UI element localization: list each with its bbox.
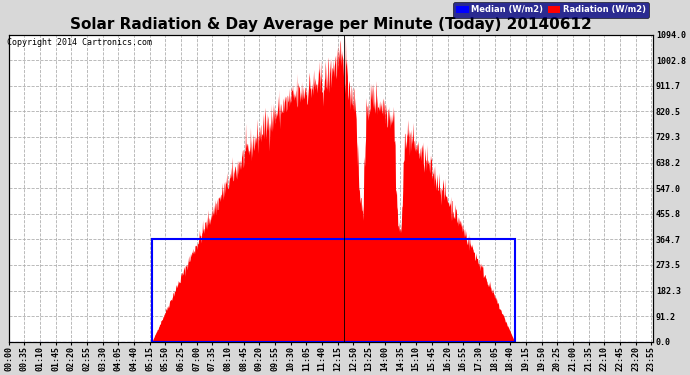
Text: Copyright 2014 Cartronics.com: Copyright 2014 Cartronics.com [7, 38, 152, 47]
Legend: Median (W/m2), Radiation (W/m2): Median (W/m2), Radiation (W/m2) [453, 2, 649, 18]
Bar [152, 239, 515, 342]
Title: Solar Radiation & Day Average per Minute (Today) 20140612: Solar Radiation & Day Average per Minute… [70, 17, 592, 32]
